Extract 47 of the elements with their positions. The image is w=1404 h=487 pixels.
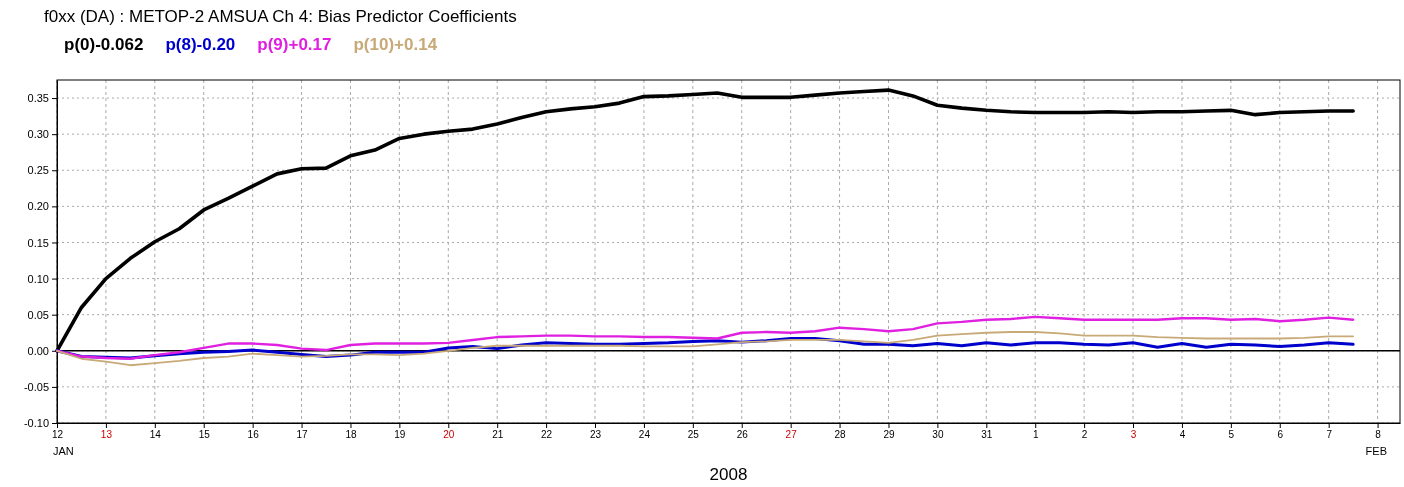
x-tick-label: 22 [541, 429, 553, 441]
x-tick-label: 14 [149, 429, 162, 441]
chart-title: f0xx (DA) : METOP-2 AMSUA Ch 4: Bias Predictor Coefficients [44, 7, 517, 26]
text: p(0)-0.062 [64, 35, 144, 54]
y-tick-label: 0.35 [27, 92, 49, 105]
x-tick-label: 20 [443, 429, 455, 441]
y-tick-label: 0.20 [27, 200, 49, 213]
x-tick-label: 18 [345, 429, 357, 441]
text: FEB [1365, 445, 1387, 457]
x-tick-label: 25 [687, 429, 700, 441]
x-tick-label: 26 [736, 429, 749, 441]
x-tick-label: 23 [589, 429, 602, 441]
x-tick-label: 17 [296, 429, 309, 441]
x-tick-label: 12 [51, 429, 64, 441]
x-tick-label: 30 [932, 429, 944, 441]
x-tick-label: 28 [834, 429, 847, 441]
y-tick-label: 0.10 [27, 272, 49, 285]
line-series [56, 331, 1355, 367]
x-tick-label: 4 [1179, 429, 1186, 441]
x-tick-label: 31 [981, 429, 993, 441]
x-tick-label: 13 [100, 429, 113, 441]
y-tick-label: 0.05 [27, 308, 49, 321]
x-tick-label: 21 [492, 429, 504, 441]
x-tick-label: 27 [785, 429, 798, 441]
x-tick-label: 24 [638, 429, 651, 441]
x-tick-label: 16 [247, 429, 260, 441]
x-tick-label: 6 [1277, 429, 1284, 441]
text: p(10)+0.14 [353, 35, 438, 54]
y-tick-label: -0.05 [23, 380, 49, 393]
y-tick-label: 0.00 [27, 344, 49, 357]
x-tick-label: 8 [1375, 429, 1382, 441]
y-tick-label: -0.10 [23, 417, 49, 430]
x-tick-label: 19 [394, 429, 406, 441]
text: p(9)+0.17 [257, 35, 332, 54]
x-tick-label: 29 [883, 429, 895, 441]
x-axis-title: 2008 [709, 465, 748, 484]
y-tick-label: 0.15 [27, 236, 49, 249]
text: p(8)-0.20 [165, 35, 236, 54]
y-tick-label: 0.25 [27, 164, 49, 177]
y-tick-label: 0.30 [27, 128, 49, 141]
x-tick-label: 7 [1326, 429, 1333, 441]
x-tick-label: 2 [1081, 429, 1088, 441]
x-tick-label: 3 [1130, 429, 1137, 441]
text: JAN [53, 445, 74, 457]
x-tick-label: 1 [1032, 429, 1039, 441]
x-tick-label: 15 [198, 429, 211, 441]
x-tick-label: 5 [1228, 429, 1235, 441]
